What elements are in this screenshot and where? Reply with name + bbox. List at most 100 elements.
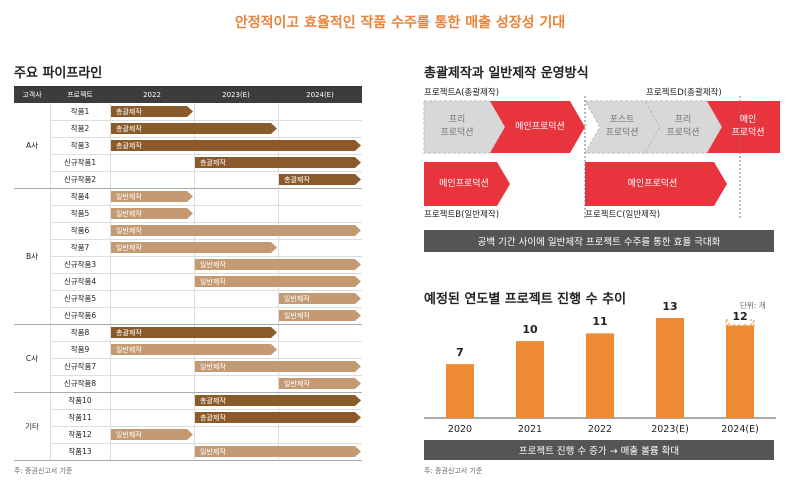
row-divider bbox=[50, 137, 362, 138]
project-name: 신규작품4 bbox=[63, 277, 97, 286]
client-group-label: C사 bbox=[25, 353, 39, 363]
timeline-arrow bbox=[195, 412, 361, 423]
header-2024e: 2024(E) bbox=[278, 87, 362, 103]
timeline-arrow-shape bbox=[195, 259, 361, 270]
header-client: 고객사 bbox=[14, 87, 50, 103]
timeline-arrow-label: 총괄제작 bbox=[116, 124, 142, 133]
project-name: 작품6 bbox=[70, 226, 90, 235]
row-divider bbox=[14, 392, 362, 393]
timeline-arrow-label: 총괄제작 bbox=[200, 158, 226, 167]
timeline-arrow-shape bbox=[111, 225, 361, 236]
project-name: 작품3 bbox=[70, 141, 90, 150]
bar-label-background bbox=[730, 309, 750, 324]
row-divider bbox=[14, 324, 362, 325]
row-divider bbox=[14, 188, 362, 189]
timeline-arrow bbox=[195, 259, 361, 270]
timeline-arrow-shape bbox=[111, 140, 361, 151]
x-tick-label: 2021 bbox=[517, 424, 543, 435]
bar-value-label: 11 bbox=[592, 315, 608, 329]
row-divider bbox=[50, 205, 362, 206]
timeline-arrow-label: 일반제작 bbox=[284, 294, 310, 303]
pipeline-note: 주: 증권신고서 기준 bbox=[14, 467, 73, 475]
timeline-arrow-shape bbox=[111, 123, 277, 134]
row-divider bbox=[50, 375, 362, 376]
project-name: 신규작품1 bbox=[63, 158, 97, 167]
timeline-arrow-label: 총괄제작 bbox=[200, 413, 226, 422]
timeline-arrow-shape bbox=[111, 327, 277, 338]
header-project: 프로젝트 bbox=[50, 87, 110, 103]
timeline-arrow-shape bbox=[111, 344, 277, 355]
pre-production-2-text: 프리 프로덕션 bbox=[666, 115, 700, 138]
header-2023e: 2023(E) bbox=[194, 87, 278, 103]
x-tick-label: 2024(E) bbox=[721, 424, 759, 435]
project-name: 신규작품8 bbox=[63, 379, 97, 388]
timeline-arrow-label: 일반제작 bbox=[200, 447, 226, 456]
pipeline-title: 주요 파이프라인 bbox=[14, 66, 103, 81]
project-c-text: 메인프로덕션 bbox=[627, 178, 678, 189]
x-tick-label: 2023(E) bbox=[651, 424, 689, 435]
page-title: 안정적이고 효율적인 작품 수주를 통한 매출 성장성 기대 bbox=[234, 15, 566, 31]
project-name: 작품1 bbox=[70, 107, 90, 116]
timeline-arrow-label: 일반제작 bbox=[116, 430, 142, 439]
row-divider bbox=[50, 290, 362, 291]
project-c-arrow bbox=[585, 162, 727, 206]
row-divider bbox=[50, 120, 362, 121]
timeline-arrow bbox=[279, 293, 361, 304]
row-divider bbox=[50, 154, 362, 155]
timeline-arrow-label: 일반제작 bbox=[116, 192, 142, 201]
projects-note: 주: 증권신고서 기준 bbox=[424, 467, 483, 475]
timeline-arrow-label: 총괄제작 bbox=[116, 141, 142, 150]
bar-2021 bbox=[516, 341, 544, 418]
bar-2020 bbox=[446, 364, 474, 418]
project-name: 작품11 bbox=[68, 413, 92, 422]
main-production-2-arrow bbox=[707, 101, 780, 153]
main-production-1-arrow bbox=[490, 101, 585, 153]
row-divider bbox=[50, 426, 362, 427]
grid-vline bbox=[50, 103, 51, 460]
timeline-arrow-label: 일반제작 bbox=[116, 209, 142, 218]
timeline-arrow bbox=[195, 157, 361, 168]
timeline-arrow bbox=[279, 378, 361, 389]
bar-2023(E) bbox=[656, 318, 684, 418]
bar-2022 bbox=[586, 333, 614, 418]
row-divider bbox=[50, 256, 362, 257]
row-divider bbox=[50, 443, 362, 444]
header-2022: 2022 bbox=[110, 87, 194, 103]
timeline-arrow-label: 일반제작 bbox=[284, 311, 310, 320]
timeline-arrow bbox=[195, 276, 361, 287]
project-name: 작품13 bbox=[68, 447, 92, 456]
project-name: 작품2 bbox=[70, 124, 90, 133]
timeline-arrow-shape bbox=[279, 174, 361, 185]
project-name: 신규작품5 bbox=[63, 294, 97, 303]
timeline-arrow bbox=[195, 446, 361, 457]
bar-2024(E) bbox=[726, 325, 754, 418]
row-divider bbox=[50, 409, 362, 410]
timeline-arrow-label: 일반제작 bbox=[284, 379, 310, 388]
timeline-arrow-shape bbox=[111, 242, 277, 253]
pipeline-table: 고객사 프로젝트 2022 2023(E) 2024(E) A사 B사 C사 기타 작품… bbox=[14, 86, 362, 463]
x-tick-label: 2022 bbox=[587, 424, 613, 435]
row-divider bbox=[50, 239, 362, 240]
x-tick-label: 2020 bbox=[447, 424, 473, 435]
project-b-text: 메인프로덕션 bbox=[439, 178, 489, 189]
timeline-arrow-label: 총괄제작 bbox=[116, 107, 142, 116]
timeline-arrow-label: 일반제작 bbox=[116, 243, 142, 252]
project-name: 신규작품6 bbox=[63, 311, 97, 320]
timeline-arrow-shape bbox=[111, 191, 193, 202]
client-group-label: B사 bbox=[25, 251, 39, 261]
post-production-text: 포스트 프로덕션 bbox=[605, 115, 639, 138]
timeline-arrow-shape bbox=[195, 157, 361, 168]
bar-value-label: 13 bbox=[662, 300, 678, 313]
project-name: 신규작품2 bbox=[63, 175, 97, 184]
timeline-arrow-label: 총괄제작 bbox=[200, 396, 226, 405]
project-name: 작품7 bbox=[70, 243, 90, 252]
timeline-arrow-shape bbox=[195, 276, 361, 287]
timeline-arrow-shape bbox=[279, 310, 361, 321]
row-divider bbox=[50, 222, 362, 223]
row-divider bbox=[50, 358, 362, 359]
timeline-arrow-shape bbox=[195, 412, 361, 423]
timeline-arrow-label: 총괄제작 bbox=[284, 175, 310, 184]
timeline-arrow-label: 일반제작 bbox=[200, 362, 226, 371]
